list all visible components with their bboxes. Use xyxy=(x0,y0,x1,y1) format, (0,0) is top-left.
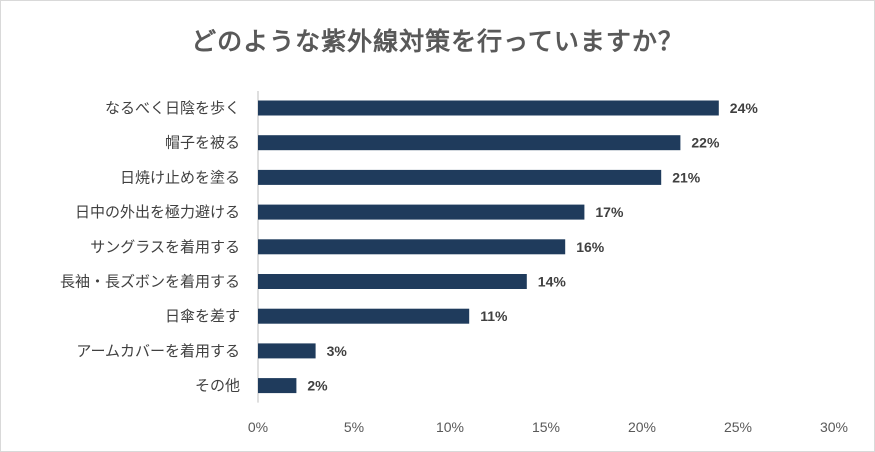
bar xyxy=(258,239,566,255)
bar xyxy=(258,204,585,220)
category-label: 日傘を差す xyxy=(165,307,240,325)
x-tick-label: 25% xyxy=(724,419,752,435)
data-label: 11% xyxy=(480,308,508,324)
category-label: なるべく日陰を歩く xyxy=(105,99,240,117)
bar xyxy=(258,135,681,151)
bar xyxy=(258,100,719,116)
data-label: 14% xyxy=(538,274,567,290)
x-tick-label: 5% xyxy=(344,419,364,435)
category-label: サングラスを着用する xyxy=(90,238,240,256)
x-tick-label: 20% xyxy=(628,419,656,435)
data-label: 16% xyxy=(576,239,605,255)
category-label: 日焼け止めを塗る xyxy=(120,168,240,186)
data-label: 22% xyxy=(691,135,720,151)
x-tick-label: 0% xyxy=(248,419,268,435)
category-label: アームカバーを着用する xyxy=(76,342,240,360)
x-tick-label: 15% xyxy=(532,419,560,435)
x-tick-label: 30% xyxy=(820,419,848,435)
bar xyxy=(258,308,470,324)
category-label: 長袖・長ズボンを着用する xyxy=(60,273,240,291)
x-tick-label: 10% xyxy=(436,419,464,435)
chart-title: どのような紫外線対策を行っていますか？ xyxy=(191,27,684,56)
bar xyxy=(258,169,662,185)
bar xyxy=(258,343,316,359)
category-label: その他 xyxy=(195,377,240,395)
data-label: 2% xyxy=(307,378,328,394)
category-label: 日中の外出を極力避ける xyxy=(75,203,240,221)
data-label: 17% xyxy=(595,204,624,220)
category-label: 帽子を被る xyxy=(165,134,240,152)
data-label: 24% xyxy=(730,100,759,116)
bar xyxy=(258,378,297,394)
data-label: 21% xyxy=(672,169,701,185)
data-label: 3% xyxy=(327,343,348,359)
bar xyxy=(258,274,527,289)
